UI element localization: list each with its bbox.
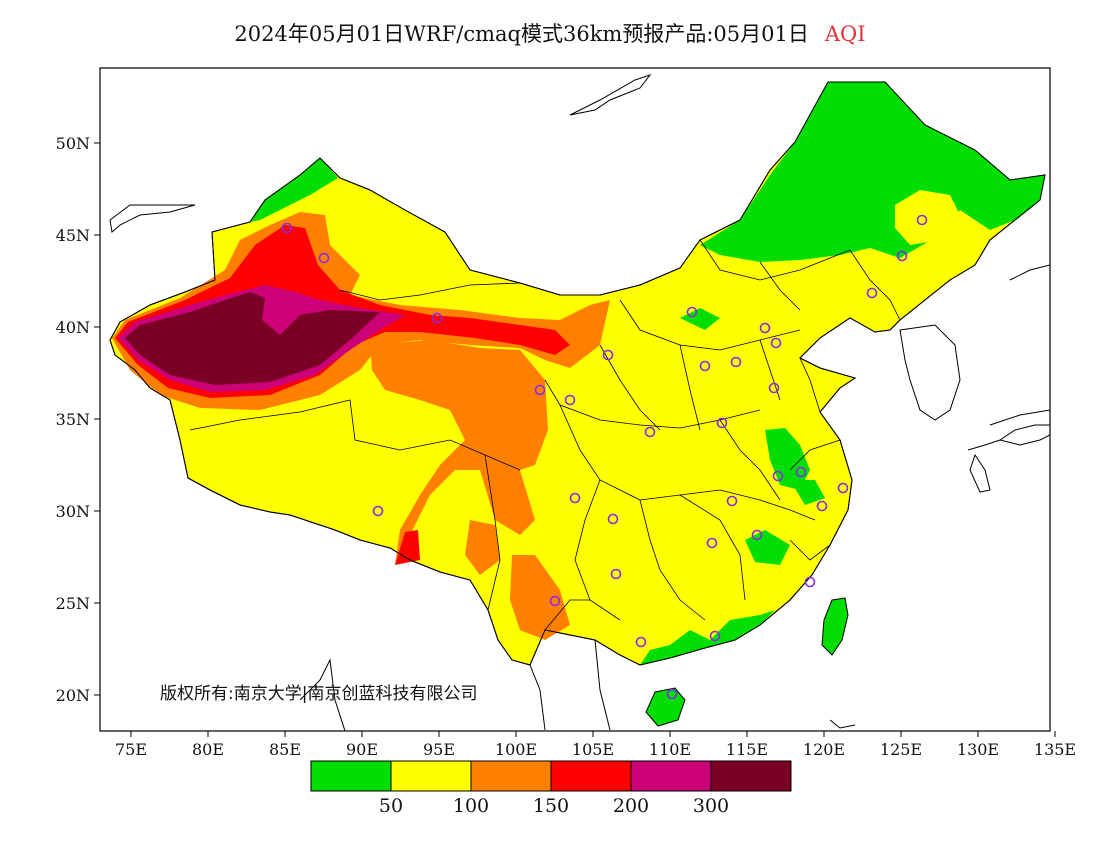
station-marker xyxy=(607,513,619,525)
station-marker xyxy=(837,482,849,494)
lat-tick-label: 35N xyxy=(56,410,90,429)
lon-tick-label: 130E xyxy=(957,740,999,759)
station-marker xyxy=(686,306,698,318)
legend-swatch xyxy=(550,760,632,792)
lon-tick-label: 110E xyxy=(649,740,691,759)
lon-tick-label: 125E xyxy=(880,740,922,759)
map-content xyxy=(109,74,1050,731)
legend-swatch xyxy=(390,760,472,792)
station-marker xyxy=(602,349,614,361)
station-marker xyxy=(372,505,384,517)
map-frame xyxy=(99,67,1051,732)
legend-swatch xyxy=(470,760,552,792)
station-marker xyxy=(795,466,807,478)
legend-label: 200 xyxy=(613,795,649,817)
station-marker xyxy=(916,214,928,226)
station-marker xyxy=(896,250,908,262)
legend-label: 50 xyxy=(379,795,403,817)
shanxi-green-patch xyxy=(680,308,720,330)
legend-swatch xyxy=(630,760,712,792)
lon-tick-label: 120E xyxy=(803,740,845,759)
northeast-yellow-zone xyxy=(895,190,960,245)
station-marker xyxy=(644,426,656,438)
lon-tick-label: 105E xyxy=(572,740,614,759)
station-markers xyxy=(281,214,928,700)
station-marker xyxy=(610,568,622,580)
legend-swatch xyxy=(310,760,392,792)
lon-tick-label: 115E xyxy=(726,740,768,759)
lat-tick-label: 30N xyxy=(56,502,90,521)
station-marker xyxy=(534,384,546,396)
station-marker xyxy=(804,576,816,588)
station-marker xyxy=(726,495,738,507)
jiangsu-green-patch xyxy=(765,428,810,490)
lat-tick-label: 40N xyxy=(56,318,90,337)
longitude-axis: 75E 80E 85E 90E 95E 100E 105E 110E 115E 120E 125E 1… xyxy=(115,731,1076,759)
lon-tick-label: 95E xyxy=(423,740,455,759)
lat-tick-label: 20N xyxy=(56,686,90,705)
southwest-orange-zone xyxy=(510,555,570,640)
station-marker xyxy=(635,636,647,648)
zhejiang-green-patch xyxy=(790,480,825,505)
station-marker xyxy=(772,470,784,482)
station-marker xyxy=(706,537,718,549)
southeast-tibet-orange xyxy=(465,520,500,575)
station-marker xyxy=(569,492,581,504)
station-marker xyxy=(709,630,721,642)
station-marker xyxy=(564,394,576,406)
station-marker xyxy=(549,595,561,607)
lon-tick-label: 135E xyxy=(1034,740,1076,759)
station-marker xyxy=(699,360,711,372)
lon-tick-label: 100E xyxy=(495,740,537,759)
south-coast-green-zone xyxy=(640,610,775,665)
station-marker xyxy=(770,337,782,349)
lat-tick-label: 45N xyxy=(56,226,90,245)
neighbor-coastlines xyxy=(109,74,1050,731)
station-marker xyxy=(768,382,780,394)
station-marker xyxy=(318,252,330,264)
station-marker xyxy=(666,688,678,700)
lon-tick-label: 90E xyxy=(346,740,378,759)
northwest-green-zone xyxy=(250,158,338,222)
title-text: 2024年05月01日WRF/cmaq模式36km预报产品:05月01日 xyxy=(234,22,809,46)
lon-tick-label: 85E xyxy=(269,740,301,759)
station-marker xyxy=(866,287,878,299)
legend-swatch xyxy=(710,760,792,792)
station-marker xyxy=(816,500,828,512)
station-marker xyxy=(751,529,763,541)
china-border xyxy=(109,81,1046,666)
lon-tick-label: 75E xyxy=(115,740,147,759)
station-marker xyxy=(281,222,293,234)
lat-tick-label: 50N xyxy=(56,134,90,153)
province-boundaries xyxy=(189,239,901,631)
station-marker xyxy=(431,312,443,324)
latitude-axis: 20N 25N 30N 35N 40N 45N 50N xyxy=(56,134,100,705)
title-variable: AQI xyxy=(824,22,866,46)
station-marker xyxy=(759,322,771,334)
legend-label: 100 xyxy=(453,795,489,817)
legend-label: 300 xyxy=(693,795,729,817)
lat-tick-label: 25N xyxy=(56,594,90,613)
taiwan-island xyxy=(821,597,849,656)
copyright-notice: 版权所有:南京大学|南京创蓝科技有限公司 xyxy=(160,684,478,704)
station-marker xyxy=(730,356,742,368)
southeast-tibet-red xyxy=(395,530,420,565)
legend-label: 150 xyxy=(533,795,569,817)
color-legend: 50 100 150 200 300 xyxy=(310,760,792,817)
tibet-orange-zone xyxy=(370,340,548,565)
map-title: 2024年05月01日WRF/cmaq模式36km预报产品:05月01日 AQI xyxy=(0,18,1100,48)
hainan-island xyxy=(645,687,686,727)
tarim-hazardous-zone xyxy=(125,292,380,385)
northeast-green-zone xyxy=(700,82,1045,262)
station-marker xyxy=(716,417,728,429)
lon-tick-label: 80E xyxy=(192,740,224,759)
